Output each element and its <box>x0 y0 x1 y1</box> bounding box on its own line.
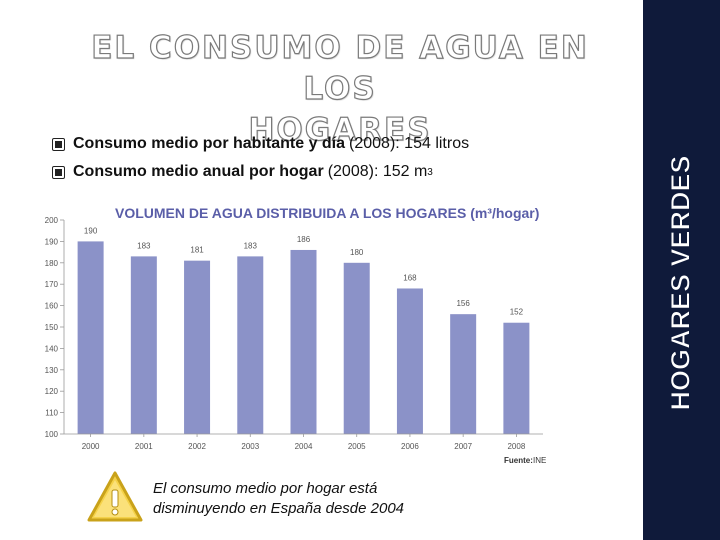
chart-title: VOLUMEN DE AGUA DISTRIBUIDA A LOS HOGARE… <box>115 205 539 221</box>
bar-2002 <box>184 260 211 434</box>
title-line-1: EL CONSUMO DE AGUA EN LOS <box>91 29 589 107</box>
title-line-2: HOGARES <box>248 111 432 148</box>
x-tick-label: 2001 <box>135 442 153 451</box>
page-title: EL CONSUMO DE AGUA EN LOS HOGARES <box>60 28 620 151</box>
bar-2004 <box>290 249 317 434</box>
x-tick-label: 2008 <box>507 442 525 451</box>
bar-2007 <box>450 314 477 434</box>
bar-2003 <box>237 256 264 434</box>
bar-2006 <box>396 288 423 434</box>
y-tick-label: 100 <box>45 430 59 439</box>
data-label: 183 <box>244 241 258 250</box>
sidebar-label: HOGARES VERDES <box>665 155 696 411</box>
bullet-1-value: (2008): 154 litros <box>349 135 470 152</box>
y-tick-label: 180 <box>45 259 59 268</box>
data-label: 190 <box>84 226 98 235</box>
x-tick-label: 2005 <box>348 442 366 451</box>
y-tick-label: 150 <box>45 323 59 332</box>
bullet-2-superscript: 3 <box>427 166 433 178</box>
data-label: 152 <box>510 308 524 317</box>
bullet-1-bold: Consumo medio por habitante y día <box>73 135 346 152</box>
data-label: 183 <box>137 241 151 250</box>
data-label: 156 <box>456 299 470 308</box>
y-tick-label: 200 <box>45 216 59 225</box>
y-tick-label: 170 <box>45 280 59 289</box>
data-label: 186 <box>297 235 311 244</box>
warning-icon <box>87 471 143 522</box>
y-tick-label: 190 <box>45 237 59 246</box>
x-tick-label: 2003 <box>241 442 259 451</box>
x-tick-label: 2000 <box>82 442 100 451</box>
callout-text: El consumo medio por hogar está disminuy… <box>153 480 405 517</box>
bar-2005 <box>343 262 370 434</box>
bullet-item-2: Consumo medio anual por hogar (2008): 15… <box>52 163 433 181</box>
y-tick-label: 140 <box>45 344 59 353</box>
bullet-box-icon <box>52 165 65 179</box>
y-tick-label: 160 <box>45 302 59 311</box>
y-tick-label: 110 <box>45 409 58 418</box>
bullet-2-value: (2008): 152 m <box>327 163 428 180</box>
data-label: 181 <box>190 246 204 255</box>
data-label: 168 <box>403 273 417 282</box>
source-label: Fuente: <box>504 456 533 465</box>
bullet-item-1: Consumo medio por habitante y día (2008)… <box>52 135 469 153</box>
bullet-2-bold: Consumo medio anual por hogar <box>73 163 324 180</box>
bar-2008 <box>503 322 530 434</box>
x-tick-label: 2002 <box>188 442 206 451</box>
bullet-box-icon <box>52 137 65 151</box>
data-label: 180 <box>350 248 364 257</box>
x-tick-label: 2004 <box>295 442 313 451</box>
x-tick-label: 2006 <box>401 442 419 451</box>
y-tick-label: 130 <box>45 366 59 375</box>
sidebar-band <box>643 0 720 540</box>
bar-2001 <box>130 256 157 434</box>
y-tick-label: 120 <box>45 387 59 396</box>
bar-2000 <box>77 241 104 434</box>
x-tick-label: 2007 <box>454 442 472 451</box>
source-value: INE <box>533 456 546 465</box>
bar-chart: VOLUMEN DE AGUA DISTRIBUIDA A LOS HOGARE… <box>45 205 547 465</box>
